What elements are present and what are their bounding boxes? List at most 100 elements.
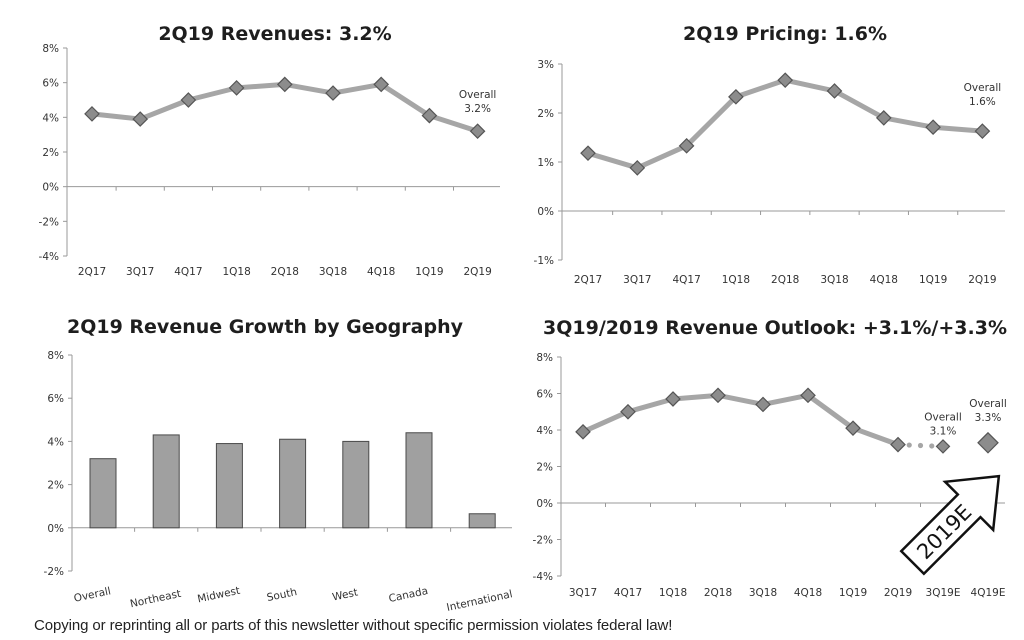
y-tick-label: 1% <box>537 157 554 169</box>
annotation-label: Overall <box>964 82 1002 94</box>
x-tick-label: 1Q19 <box>919 274 947 286</box>
data-point-1q19 <box>925 119 941 136</box>
x-tick-label: 3Q17 <box>623 274 651 286</box>
x-tick-label: 3Q19E <box>926 587 961 599</box>
series-line <box>587 77 983 171</box>
y-tick-label: 6% <box>536 389 553 401</box>
chart-revenues: 2Q19 Revenues: 3.2% 8% 6% 4% 2% 0% -2% -4% 2Q17 3… <box>39 23 500 278</box>
chart-title: 2Q19 Revenue Growth by Geography <box>67 316 464 338</box>
data-point-3q17 <box>629 160 646 176</box>
y-tick-label: -2% <box>44 566 64 578</box>
y-tick-label: 2% <box>537 108 554 120</box>
y-tick-label: 6% <box>47 393 64 405</box>
y-tick-label: -2% <box>39 216 59 228</box>
x-tick-label: 4Q18 <box>794 587 822 599</box>
x-tick-label: 3Q17 <box>126 266 154 278</box>
y-tick-label: 0% <box>536 498 553 510</box>
y-tick-label: 8% <box>42 43 59 55</box>
y-tick-label: 8% <box>47 350 64 362</box>
y-tick-label: -2% <box>533 535 553 547</box>
annotation-label: 3.2% <box>464 103 491 115</box>
x-tick-label: 4Q17 <box>672 274 700 286</box>
y-tick-label: 3% <box>537 59 554 71</box>
x-tick-label: 3Q18 <box>319 266 347 278</box>
bar-canada <box>405 432 433 529</box>
x-tick-label: 2Q19 <box>463 266 491 278</box>
x-tick-label: West <box>331 587 359 604</box>
annotation-label: 1.6% <box>969 96 996 108</box>
x-tick-label: 1Q18 <box>659 587 687 599</box>
y-tick-label: 2% <box>536 462 553 474</box>
chart-title: 3Q19/2019 Revenue Outlook: +3.1%/+3.3% <box>543 317 1007 339</box>
bar-south <box>279 438 307 529</box>
bar-west <box>342 440 370 529</box>
data-point-4q17 <box>620 403 636 420</box>
arrow-shape <box>899 474 1001 576</box>
data-point-1q19 <box>421 107 438 124</box>
x-tick-label: 3Q18 <box>820 274 848 286</box>
x-tick-label: South <box>266 586 298 604</box>
y-tick-label: -1% <box>534 255 554 267</box>
data-point-2q17 <box>580 145 596 162</box>
annotation-label: 3.3% <box>975 412 1002 424</box>
data-point-3q17 <box>132 111 149 127</box>
data-point-4q18 <box>800 387 816 404</box>
data-point-4q18 <box>875 110 892 126</box>
y-tick-label: 2% <box>42 147 59 159</box>
y-tick-label: 8% <box>536 352 553 364</box>
y-tick-label: -4% <box>533 571 553 583</box>
data-point-3q17 <box>575 423 591 440</box>
data-point-3q18 <box>325 85 341 101</box>
y-tick-label: 4% <box>42 112 59 124</box>
data-point-2q18 <box>777 72 794 89</box>
x-tick-label: 4Q18 <box>870 274 898 286</box>
x-tick-label: 2Q18 <box>771 274 799 286</box>
data-point-2q18 <box>276 76 293 93</box>
chart-title: 2Q19 Pricing: 1.6% <box>683 23 887 45</box>
x-tick-label: 4Q17 <box>614 587 642 599</box>
data-point-2q18 <box>710 387 726 404</box>
bar-midwest <box>215 443 243 529</box>
x-tick-label: 2Q18 <box>271 266 299 278</box>
x-tick-label: Canada <box>388 585 430 605</box>
x-tick-label: 3Q17 <box>569 587 597 599</box>
annotation-label: 3.1% <box>930 425 957 437</box>
data-point-4q17 <box>678 137 695 154</box>
data-point-4q19e <box>977 431 999 454</box>
x-tick-label: 4Q18 <box>367 266 395 278</box>
x-tick-label: 2Q19 <box>968 274 996 286</box>
callout-arrow-2019e: 2019E <box>899 474 1001 576</box>
series-line <box>581 392 899 447</box>
bar-international <box>468 513 496 529</box>
chart-outlook: 3Q19/2019 Revenue Outlook: +3.1%/+3.3% 8%… <box>533 317 1007 599</box>
y-tick-label: 2% <box>47 480 64 492</box>
data-point-1q19 <box>845 420 861 437</box>
x-tick-label: 2Q17 <box>574 274 602 286</box>
data-point-2q19 <box>974 123 991 139</box>
data-point-1q18 <box>228 80 245 96</box>
copyright-footer: Copying or reprinting all or parts of th… <box>34 617 673 634</box>
dotted-connector-dot <box>929 443 935 449</box>
data-point-3q18 <box>826 83 843 99</box>
x-tick-label: 1Q18 <box>222 266 250 278</box>
y-tick-label: 4% <box>536 425 553 437</box>
y-tick-label: 0% <box>47 523 64 535</box>
bar-overall <box>89 458 117 529</box>
x-tick-label: 2Q19 <box>884 587 912 599</box>
data-point-2q17 <box>84 106 100 122</box>
annotation-label: Overall <box>924 411 962 423</box>
x-tick-label: Midwest <box>196 585 241 606</box>
x-tick-label: 1Q18 <box>722 274 750 286</box>
y-tick-label: 0% <box>42 182 59 194</box>
y-tick-label: 0% <box>537 206 554 218</box>
x-tick-label: International <box>446 588 514 614</box>
data-point-3q18 <box>755 396 771 413</box>
data-point-4q18 <box>373 76 390 93</box>
x-tick-label: Overall <box>73 585 112 605</box>
bar-northeast <box>152 434 180 529</box>
x-tick-label: 1Q19 <box>415 266 443 278</box>
chart-title: 2Q19 Revenues: 3.2% <box>158 23 391 45</box>
annotation-label: Overall <box>459 89 497 101</box>
